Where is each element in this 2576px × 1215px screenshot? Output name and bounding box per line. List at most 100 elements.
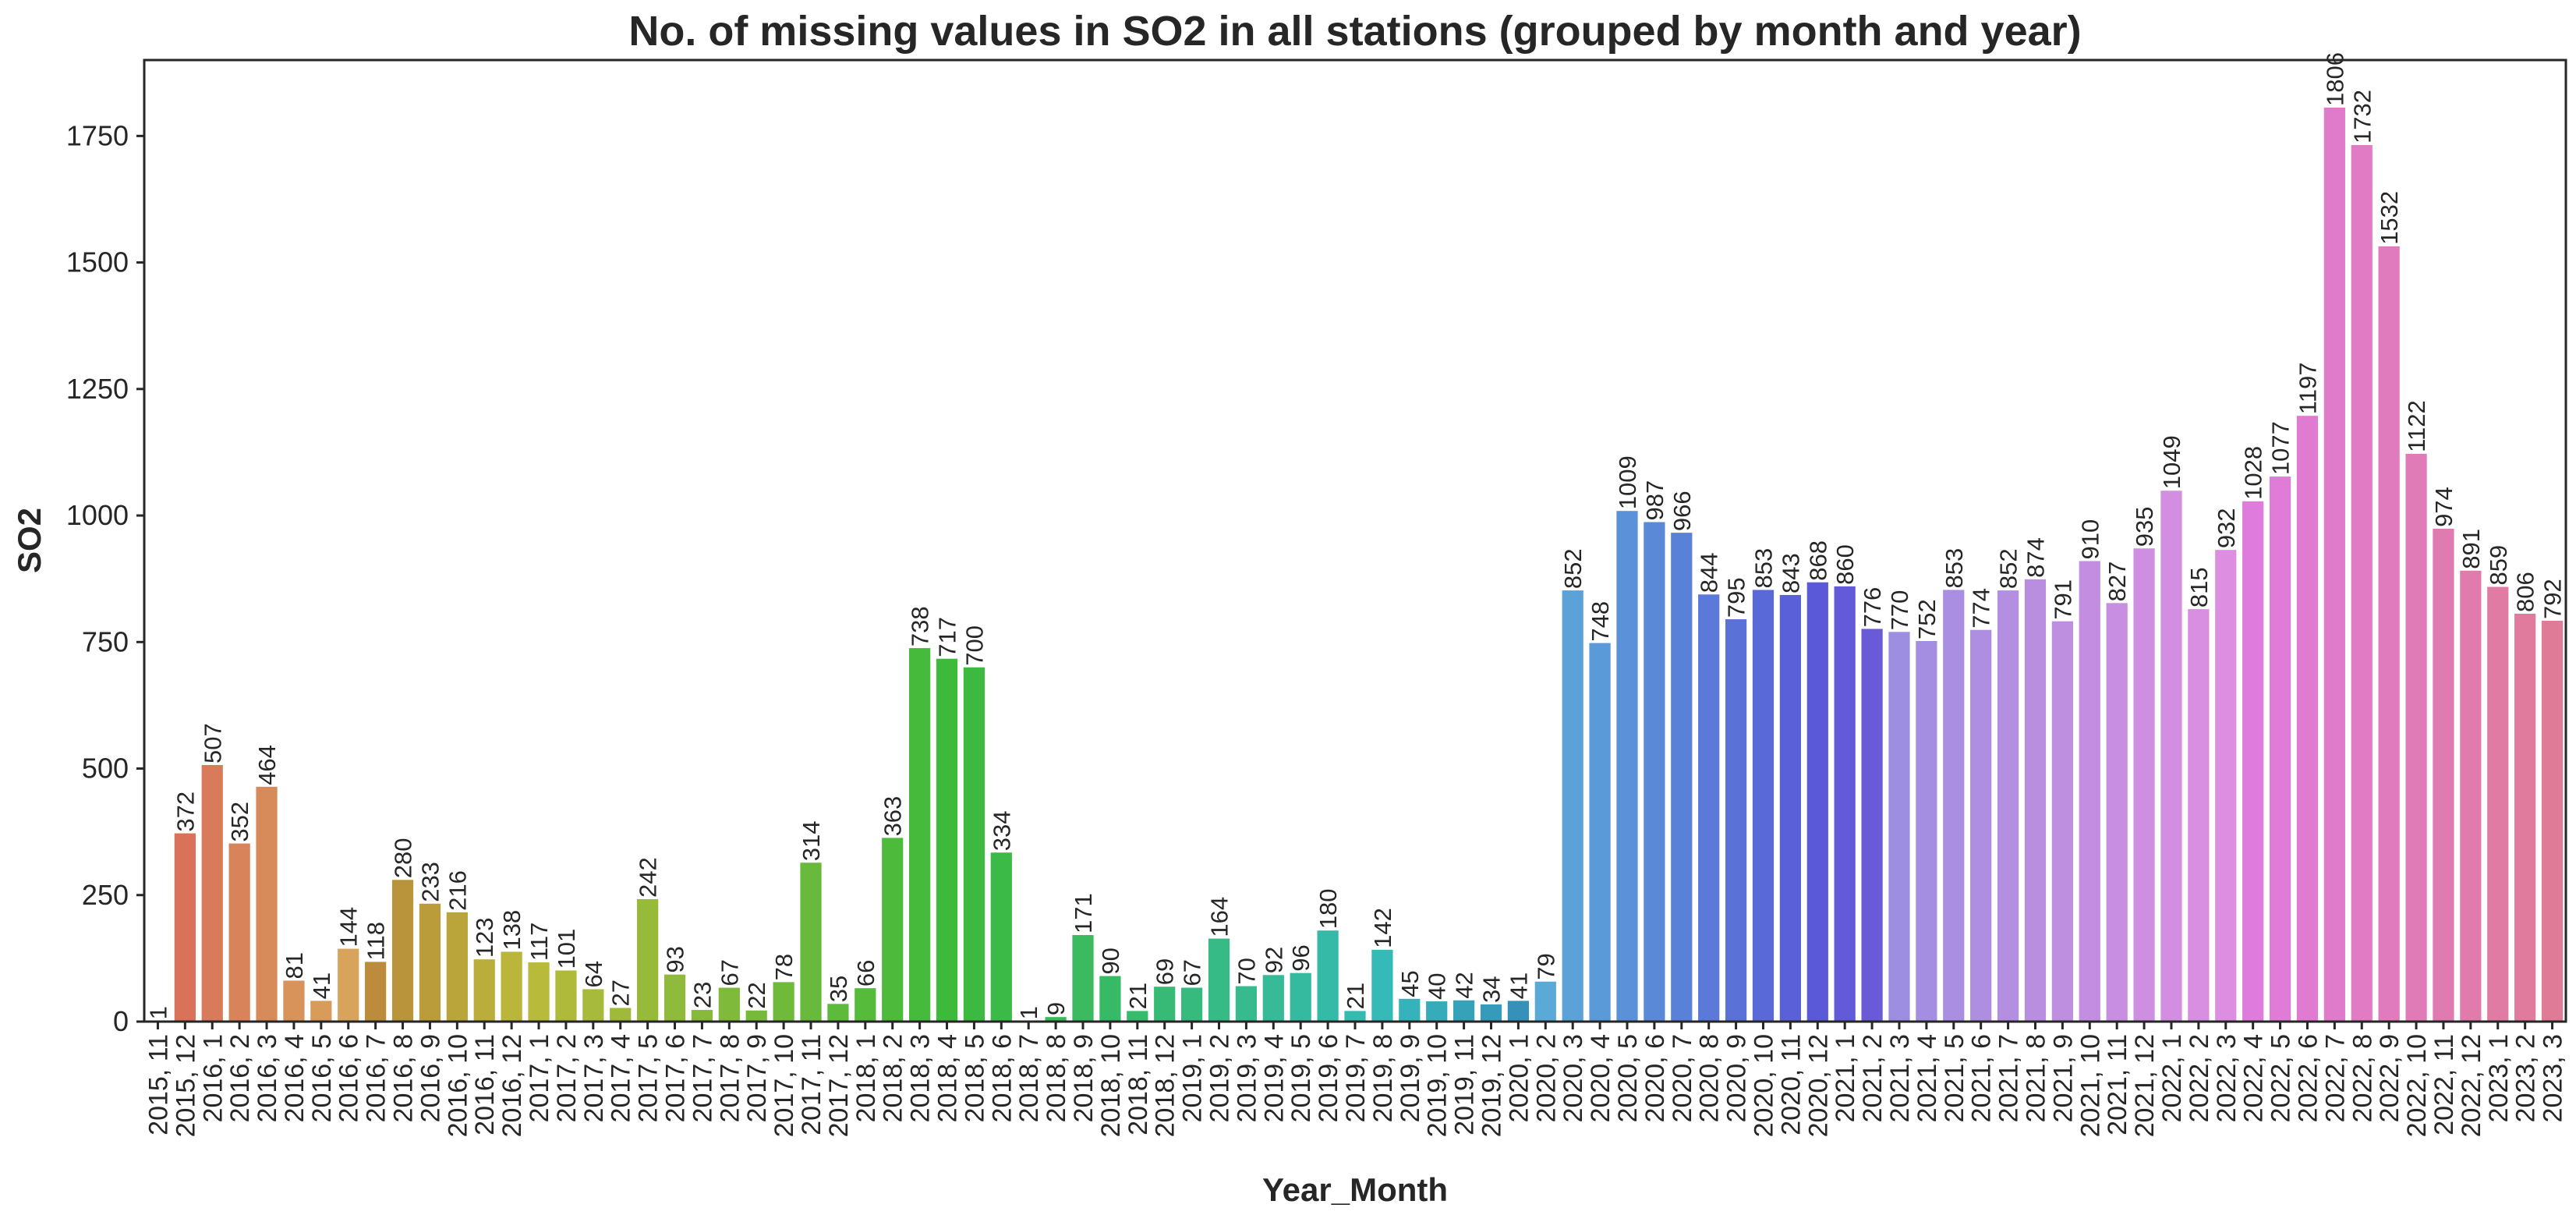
x-tick-label: 2021, 7 [1994, 1034, 2024, 1122]
bar [2296, 416, 2319, 1022]
x-tick-label: 2017, 3 [579, 1034, 609, 1122]
data-label: 1806 [2321, 52, 2348, 106]
y-tick-label: 500 [82, 753, 129, 785]
data-label: 932 [2213, 508, 2240, 548]
bar [1888, 632, 1910, 1022]
data-label: 987 [1641, 480, 1668, 521]
x-tick-label: 2020, 1 [1504, 1034, 1534, 1122]
y-tick-label: 1250 [66, 373, 129, 405]
bar [2106, 603, 2128, 1022]
x-tick-label: 2020, 3 [1559, 1034, 1588, 1122]
data-label: 138 [498, 910, 525, 951]
data-label: 70 [1233, 958, 1260, 984]
bar [2378, 246, 2400, 1022]
x-axis-label: Year_Month [1262, 1171, 1448, 1208]
data-label: 1 [1015, 1006, 1042, 1019]
data-label: 891 [2457, 529, 2485, 569]
x-tick-label: 2019, 9 [1396, 1034, 1425, 1122]
x-tick-label: 2016, 3 [253, 1034, 282, 1122]
bar [2541, 621, 2564, 1022]
x-tick-label: 2020, 6 [1640, 1034, 1670, 1122]
data-label: 45 [1396, 970, 1424, 997]
data-label: 717 [934, 617, 961, 657]
data-label: 1028 [2240, 446, 2267, 500]
bar [1671, 533, 1693, 1022]
data-label: 27 [607, 979, 635, 1006]
data-label: 806 [2512, 572, 2539, 612]
data-label: 1077 [2267, 421, 2295, 475]
bar [1534, 981, 1556, 1022]
bar [1099, 976, 1121, 1022]
data-label: 41 [1505, 972, 1532, 999]
x-tick-label: 2019, 7 [1341, 1034, 1371, 1122]
data-label: 974 [2430, 487, 2457, 527]
data-label: 363 [879, 796, 907, 837]
y-axis-label: SO2 [11, 508, 48, 573]
data-label: 67 [716, 959, 743, 986]
x-tick-label: 2022, 9 [2375, 1034, 2404, 1122]
data-label: 69 [1152, 958, 1179, 985]
data-label: 334 [988, 811, 1015, 852]
data-label: 233 [416, 862, 444, 902]
chart-title: No. of missing values in SO2 in all stat… [628, 8, 2081, 55]
data-label: 852 [1559, 548, 1587, 589]
data-label: 79 [1532, 953, 1559, 979]
x-tick-label: 2016, 10 [443, 1034, 472, 1137]
x-tick-label: 2016, 12 [497, 1034, 527, 1137]
bar [691, 1010, 713, 1022]
bar [637, 898, 659, 1022]
data-label: 67 [1179, 959, 1206, 986]
data-label: 935 [2131, 506, 2158, 547]
x-tick-label: 2022, 2 [2185, 1034, 2214, 1122]
x-tick-label: 2017, 9 [742, 1034, 772, 1122]
x-tick-label: 2023, 2 [2511, 1034, 2541, 1122]
data-label: 507 [199, 723, 226, 763]
x-tick-label: 2016, 6 [334, 1034, 364, 1122]
bar [201, 764, 223, 1022]
data-label: 9 [1042, 1002, 1070, 1015]
data-label: 41 [308, 972, 335, 999]
bar [1698, 594, 1720, 1022]
data-label: 171 [1070, 893, 1097, 933]
x-tick-label: 2023, 3 [2539, 1034, 2568, 1122]
data-label: 96 [1287, 944, 1315, 971]
data-label: 1197 [2294, 363, 2321, 415]
data-label: 752 [1913, 599, 1941, 639]
bars-layer [147, 108, 2564, 1022]
x-tick-label: 2019, 6 [1314, 1034, 1343, 1122]
data-label: 216 [444, 870, 471, 911]
x-tick-label: 2016, 7 [362, 1034, 391, 1122]
data-label: 21 [1124, 983, 1152, 1009]
x-tick-label: 2020, 9 [1722, 1034, 1752, 1122]
bar [2242, 501, 2264, 1022]
x-tick-label: 2018, 8 [1042, 1034, 1071, 1122]
x-tick-label: 2022, 6 [2293, 1034, 2323, 1122]
data-label: 852 [1995, 548, 2022, 589]
data-label: 40 [1424, 973, 1451, 1000]
plot-frame [143, 58, 2567, 1023]
bar [228, 843, 250, 1022]
x-tick-label: 2020, 8 [1695, 1034, 1725, 1122]
data-label: 792 [2539, 579, 2567, 619]
x-tick-label: 2021, 12 [2130, 1034, 2160, 1137]
bar [800, 863, 822, 1022]
x-tick-label: 2016, 1 [198, 1034, 228, 1122]
y-axis: 0 250 500 750 1000 1250 1500 1750 [66, 119, 144, 1037]
bar [1861, 629, 1883, 1022]
x-tick-label: 2021, 5 [1940, 1034, 1969, 1122]
bar [528, 962, 550, 1022]
x-tick-label: 2021, 4 [1913, 1034, 1942, 1122]
data-label: 123 [471, 917, 498, 958]
x-tick-label: 2019, 12 [1477, 1034, 1506, 1137]
data-label: 774 [1968, 588, 1995, 629]
x-tick-label: 2020, 4 [1586, 1034, 1615, 1122]
data-label: 853 [1750, 548, 1777, 589]
x-tick-label: 2017, 4 [607, 1034, 636, 1122]
data-label: 242 [635, 857, 662, 898]
bar [310, 1001, 332, 1022]
data-label: 844 [1696, 553, 1723, 593]
data-label: 1009 [1614, 455, 1641, 509]
bar [1317, 930, 1339, 1022]
data-label: 352 [226, 802, 253, 842]
